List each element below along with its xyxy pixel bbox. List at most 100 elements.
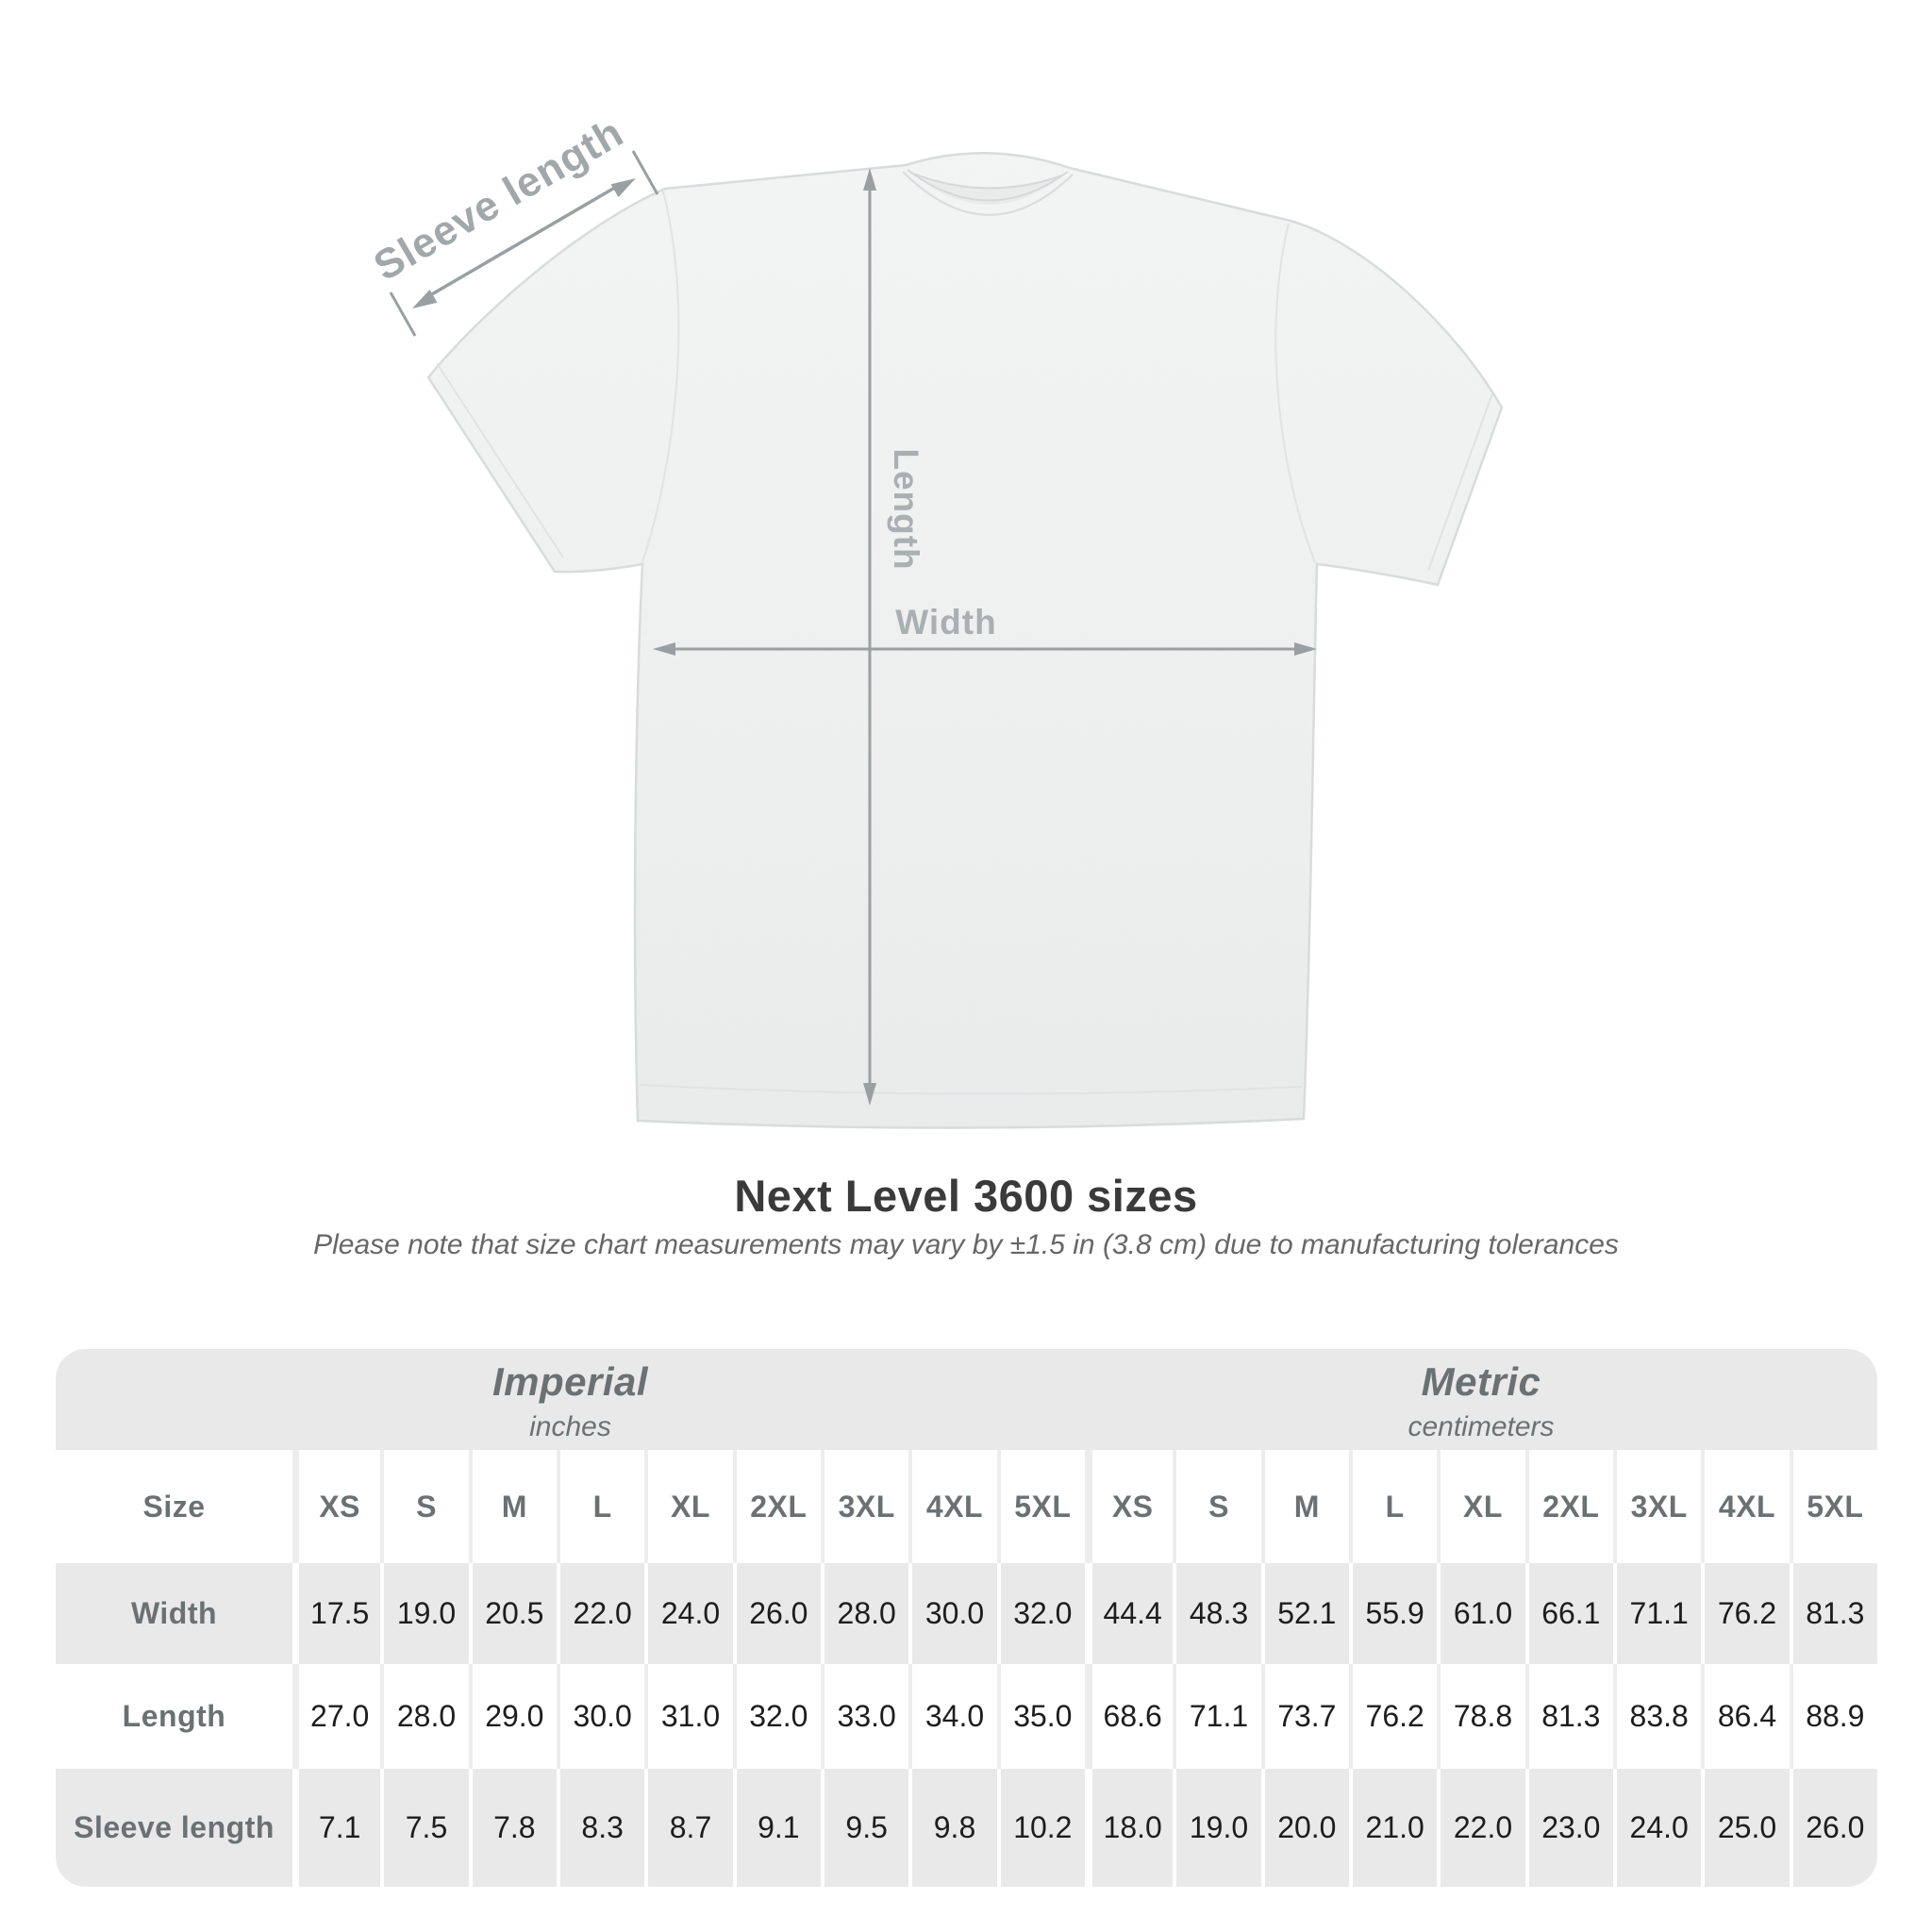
- table-cell: 29.0: [468, 1664, 557, 1769]
- width-row-label: Width: [130, 1596, 218, 1630]
- table-cell: 30.0: [908, 1563, 996, 1664]
- unit-group-band: Imperial inches Metric centimeters: [56, 1349, 1877, 1450]
- right-armhole-seam: [1274, 223, 1316, 563]
- size-header-imperial-s: S: [380, 1450, 468, 1563]
- tshirt-diagram: Sleeve length Length Width: [366, 109, 1504, 1129]
- imperial-group-header: Imperial inches: [56, 1349, 1085, 1450]
- size-header-imperial-2xl: 2XL: [732, 1450, 821, 1563]
- imperial-unit: inches: [529, 1411, 611, 1442]
- table-cell: 27.0: [292, 1664, 380, 1769]
- tshirt-fabric-texture: [428, 153, 1502, 1128]
- length-arrow: [863, 168, 876, 1106]
- table-cell: 20.5: [468, 1563, 557, 1664]
- table-cell: 10.2: [996, 1769, 1085, 1887]
- table-cell: 44.4: [1085, 1563, 1173, 1664]
- length-row: Length 27.0 28.0 29.0 30.0 31.0 32.0 33.…: [56, 1664, 1877, 1769]
- size-header-metric-l: L: [1349, 1450, 1437, 1563]
- metric-group-header: Metric centimeters: [1085, 1349, 1877, 1450]
- size-header-metric-s: S: [1173, 1450, 1260, 1563]
- table-cell: 9.1: [732, 1769, 821, 1887]
- collar-back-seam: [912, 173, 1063, 190]
- table-cell: 9.5: [821, 1769, 908, 1887]
- table-cell: 66.1: [1524, 1563, 1613, 1664]
- size-header-imperial-5xl: 5XL: [996, 1450, 1085, 1563]
- table-cell: 26.0: [1789, 1769, 1877, 1887]
- table-cell: 22.0: [557, 1563, 644, 1664]
- page-title: Next Level 3600 sizes: [734, 1171, 1198, 1221]
- table-cell: 7.1: [292, 1769, 380, 1887]
- table-cell: 28.0: [821, 1563, 908, 1664]
- table-cell: 35.0: [996, 1664, 1085, 1769]
- collar-front-opening: [907, 169, 1069, 202]
- table-cell: 68.6: [1085, 1664, 1173, 1769]
- table-cell: 71.1: [1173, 1664, 1260, 1769]
- length-label: Length: [887, 448, 925, 570]
- size-header-metric-4xl: 4XL: [1701, 1450, 1789, 1563]
- width-label: Width: [895, 603, 996, 641]
- sleeve-length-row-label: Sleeve length: [74, 1810, 275, 1844]
- table-cell: 48.3: [1173, 1563, 1260, 1664]
- size-header-imperial-3xl: 3XL: [821, 1450, 908, 1563]
- table-cell: 30.0: [557, 1664, 644, 1769]
- table-cell: 76.2: [1349, 1664, 1437, 1769]
- size-header-imperial-4xl: 4XL: [908, 1450, 996, 1563]
- table-cell: 7.5: [380, 1769, 468, 1887]
- table-cell: 22.0: [1437, 1769, 1524, 1887]
- table-cell: 34.0: [908, 1664, 996, 1769]
- table-cell: 83.8: [1613, 1664, 1701, 1769]
- table-cell: 32.0: [996, 1563, 1085, 1664]
- table-cell: 8.7: [644, 1769, 732, 1887]
- size-header-row: Size XS S M L XL 2XL 3XL 4XL 5XL XS S M …: [56, 1450, 1877, 1563]
- size-header-metric-xl: XL: [1437, 1450, 1524, 1563]
- table-cell: 81.3: [1789, 1563, 1877, 1664]
- size-header-metric-5xl: 5XL: [1789, 1450, 1877, 1563]
- size-column-header: Size: [142, 1489, 206, 1524]
- size-header-metric-m: M: [1260, 1450, 1349, 1563]
- size-header-imperial-xs: XS: [292, 1450, 380, 1563]
- metric-unit: centimeters: [1407, 1411, 1555, 1442]
- table-cell: 19.0: [380, 1563, 468, 1664]
- table-cell: 73.7: [1260, 1664, 1349, 1769]
- table-cell: 86.4: [1701, 1664, 1789, 1769]
- tshirt-illustration: [426, 152, 1504, 1129]
- size-header-imperial-l: L: [557, 1450, 644, 1563]
- table-cell: 9.8: [908, 1769, 996, 1887]
- left-armhole-seam: [641, 191, 680, 563]
- table-cell: 28.0: [380, 1664, 468, 1769]
- table-cell: 55.9: [1349, 1563, 1437, 1664]
- table-cell: 81.3: [1524, 1664, 1613, 1769]
- width-arrow: [653, 642, 1317, 656]
- table-cell: 7.8: [468, 1769, 557, 1887]
- table-cell: 71.1: [1613, 1563, 1701, 1664]
- metric-label: Metric: [1421, 1359, 1541, 1404]
- table-cell: 24.0: [1613, 1769, 1701, 1887]
- table-cell: 21.0: [1349, 1769, 1437, 1887]
- size-header-imperial-xl: XL: [644, 1450, 732, 1563]
- table-cell: 61.0: [1437, 1563, 1524, 1664]
- size-header-metric-2xl: 2XL: [1524, 1450, 1613, 1563]
- size-header-metric-3xl: 3XL: [1613, 1450, 1701, 1563]
- size-table: Imperial inches Metric centimeters Size …: [56, 1349, 1877, 1887]
- table-cell: 19.0: [1173, 1769, 1260, 1887]
- table-cell: 24.0: [644, 1563, 732, 1664]
- table-cell: 8.3: [557, 1769, 644, 1887]
- sleeve-length-arrow: [389, 150, 659, 337]
- table-cell: 17.5: [292, 1563, 380, 1664]
- table-cell: 26.0: [732, 1563, 821, 1664]
- table-cell: 78.8: [1437, 1664, 1524, 1769]
- hem-stitch: [639, 1084, 1303, 1095]
- table-cell: 33.0: [821, 1664, 908, 1769]
- table-cell: 52.1: [1260, 1563, 1349, 1664]
- size-header-metric-xs: XS: [1085, 1450, 1173, 1563]
- size-header-imperial-m: M: [468, 1450, 557, 1563]
- length-row-label: Length: [122, 1699, 226, 1733]
- imperial-label: Imperial: [491, 1359, 649, 1404]
- table-cell: 88.9: [1789, 1664, 1877, 1769]
- sleeve-length-row: Sleeve length 7.1 7.5 7.8 8.3 8.7 9.1 9.…: [56, 1769, 1877, 1887]
- left-cuff-stitch: [436, 362, 564, 558]
- table-cell: 31.0: [644, 1664, 732, 1769]
- table-cell: 23.0: [1524, 1769, 1613, 1887]
- size-tolerance-note: Please note that size chart measurements…: [313, 1229, 1619, 1260]
- table-cell: 20.0: [1260, 1769, 1349, 1887]
